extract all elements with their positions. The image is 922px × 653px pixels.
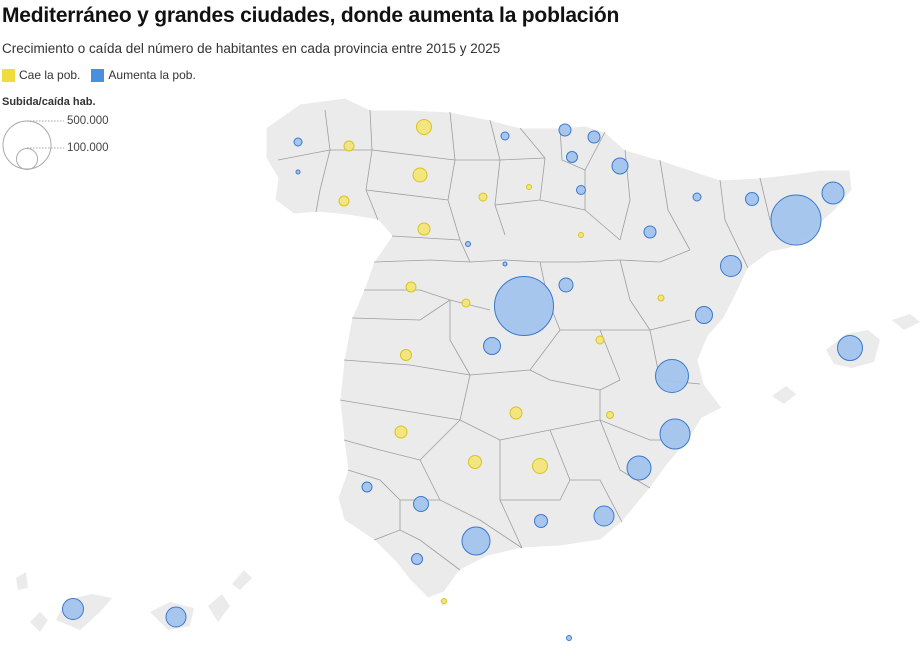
bubble-increase [626,455,652,481]
bubble-increase [361,481,373,493]
size-legend [2,120,64,170]
bubble-increase [643,225,657,239]
bubble-increase [695,306,713,324]
bubble-decrease [394,425,408,439]
canarias-island-5 [208,594,230,622]
bubble-decrease [412,167,428,183]
bubble-decrease [578,232,584,238]
bubble-increase [745,192,759,206]
bubble-increase [534,514,548,528]
legend-swatch-increase [91,68,105,82]
chart-subtitle: Crecimiento o caída del número de habita… [2,41,501,56]
bubble-increase [502,261,508,267]
bubble-decrease [338,195,350,207]
bubble-increase [837,335,863,361]
bubble-decrease [417,222,431,236]
bubble-increase [558,277,574,293]
bubble-increase [659,418,691,450]
size-legend-circle-small [16,148,38,170]
bubble-increase [566,151,578,163]
color-legend: Cae la pob. Aumenta la pob. [2,68,207,82]
size-legend-title: Subida/caída hab. [2,96,96,108]
legend-label-decrease: Cae la pob. [19,68,81,82]
size-legend-small-label: 100.000 [67,142,109,154]
bubble-increase [295,169,301,175]
legend-item-decrease: Cae la pob. [2,68,80,82]
bubble-decrease [343,140,355,152]
bubble-increase [821,181,845,205]
bubble-increase [494,276,554,336]
bubble-increase [770,194,822,246]
bubble-increase [413,496,429,512]
bubble-decrease [532,458,548,474]
bubble-decrease [400,349,412,361]
bubble-increase [593,505,615,527]
bubble-increase [465,241,471,247]
peninsula-land [265,97,853,599]
bubble-increase [611,157,629,175]
bubble-decrease [461,298,471,308]
bubble-decrease [606,411,614,419]
canarias-island-6 [232,570,252,590]
bubble-increase [293,137,303,147]
bubble-increase [558,123,572,137]
legend-label-increase: Aumenta la pob. [108,68,196,82]
bubble-increase [692,192,702,202]
bubble-increase [461,526,491,556]
bubble-increase [411,553,423,565]
legend-swatch-decrease [2,68,15,82]
bubble-increase [576,185,586,195]
chart-title: Mediterráneo y grandes ciudades, donde a… [2,4,620,27]
bubble-decrease [441,598,447,604]
bubble-increase [62,598,84,620]
bubble-increase [483,337,501,355]
bubble-increase [566,635,572,641]
canarias-island-1 [16,572,28,590]
bubble-decrease [405,281,417,293]
bubble-decrease [478,192,488,202]
size-legend-circle-large [2,120,52,170]
size-legend-large-label: 500.000 [67,115,109,127]
menorca-land [892,314,920,330]
bubble-increase [165,606,187,628]
province-bubbles [62,119,863,641]
bubble-increase [655,359,689,393]
bubble-increase [500,131,510,141]
bubble-decrease [416,119,432,135]
bubble-increase [587,130,601,144]
bubble-decrease [468,455,482,469]
bubble-decrease [526,184,532,190]
bubble-increase [720,255,742,277]
bubble-decrease [657,294,665,302]
ibiza-land [772,386,796,404]
canarias-island-2 [30,612,48,632]
legend-item-increase: Aumenta la pob. [91,68,196,82]
bubble-decrease [595,335,605,345]
bubble-decrease [509,406,523,420]
